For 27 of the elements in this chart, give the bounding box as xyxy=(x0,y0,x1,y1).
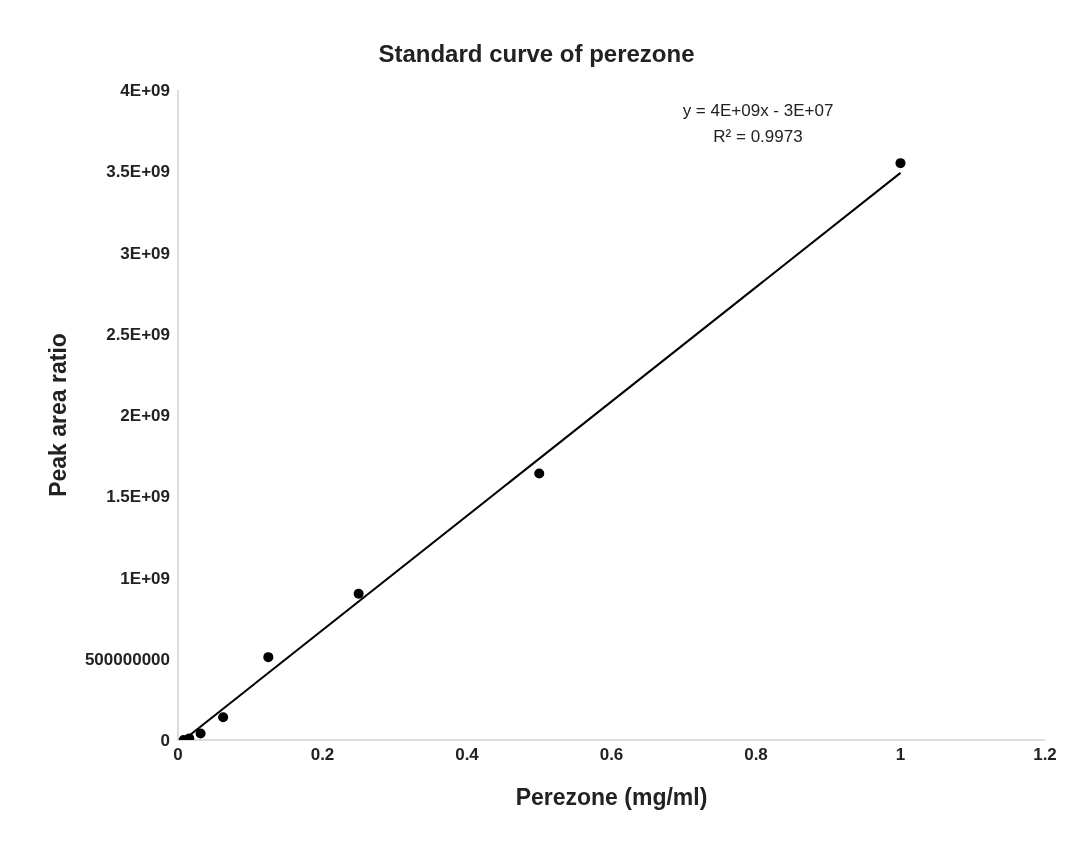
x-tick-label: 0 xyxy=(173,745,183,765)
y-tick-label: 3E+09 xyxy=(120,243,170,263)
point xyxy=(263,652,274,663)
x-tick-label: 0.6 xyxy=(599,745,624,765)
x-tick-label: 0.8 xyxy=(744,745,768,765)
y-tick-label: 2E+09 xyxy=(120,406,170,426)
y-tick-label: 3.5E+09 xyxy=(106,162,170,182)
point xyxy=(195,728,206,739)
x-tick-label: 1.2 xyxy=(1033,745,1057,765)
y-axis-title: Peak area ratio xyxy=(45,333,72,497)
y-tick-label: 500000000 xyxy=(84,649,170,669)
x-tick-label: 0.2 xyxy=(310,745,335,765)
y-tick-label: 4E+09 xyxy=(120,81,170,101)
x-tick-label: 1 xyxy=(895,745,906,765)
point xyxy=(534,468,545,479)
annotation: R² = 0.9973 xyxy=(712,126,804,148)
y-tick-label: 1E+09 xyxy=(120,568,170,588)
x-axis-title: Perezone (mg/ml) xyxy=(515,784,708,810)
annotation: y = 4E+09x - 3E+07 xyxy=(681,100,835,122)
point xyxy=(353,588,364,599)
y-tick-label: 2.5E+09 xyxy=(106,324,170,344)
y-tick-label: 0 xyxy=(160,731,170,751)
x-tick-label: 0.4 xyxy=(455,745,480,765)
y-tick-label: 1.5E+09 xyxy=(106,487,170,507)
chart-title: Standard curve of perezone xyxy=(377,39,696,69)
point xyxy=(895,158,906,169)
point xyxy=(218,712,229,723)
